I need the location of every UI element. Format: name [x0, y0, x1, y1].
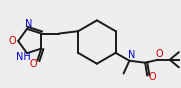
Text: N: N — [128, 50, 135, 60]
Text: N: N — [25, 19, 33, 29]
Text: O: O — [148, 72, 156, 82]
Text: NH: NH — [16, 52, 30, 62]
Text: O: O — [9, 36, 16, 46]
Text: O: O — [155, 49, 163, 59]
Text: O: O — [30, 59, 37, 69]
